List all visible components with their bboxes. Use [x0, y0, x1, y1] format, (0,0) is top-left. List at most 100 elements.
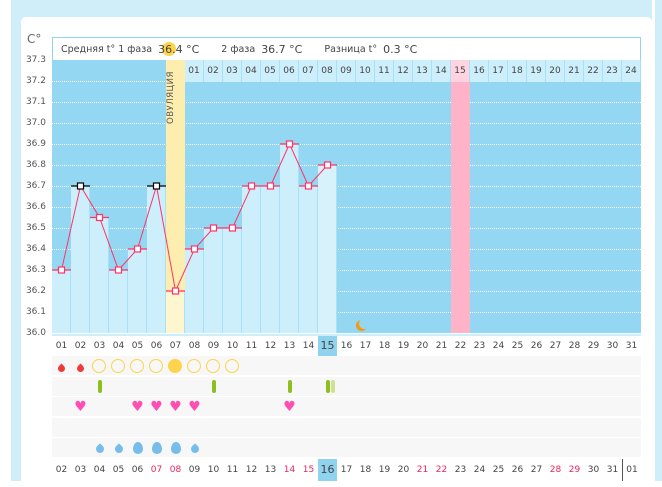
calendar-date[interactable]: 21 [416, 465, 429, 475]
temperature-point[interactable] [228, 224, 237, 232]
cycle-day-number[interactable]: 23 [473, 341, 486, 351]
calendar-date[interactable]: 06 [131, 465, 144, 475]
temperature-bar[interactable] [261, 186, 280, 333]
cycle-day-number[interactable]: 15 [318, 336, 337, 356]
temperature-point[interactable] [247, 182, 256, 190]
calendar-date[interactable]: 27 [530, 465, 543, 475]
calendar-date[interactable]: 16 [318, 459, 337, 481]
cycle-day-header[interactable]: 09 [337, 60, 356, 82]
cycle-day-number[interactable]: 11 [245, 341, 258, 351]
calendar-date[interactable]: 18 [359, 465, 372, 475]
calendar-date[interactable]: 04 [93, 465, 106, 475]
heart-icon[interactable]: ♥ [131, 399, 144, 415]
cycle-day-header[interactable]: 19 [527, 60, 546, 82]
cycle-day-number[interactable]: 22 [454, 341, 467, 351]
calendar-date[interactable]: 01 [622, 459, 641, 481]
temperature-point[interactable] [266, 182, 275, 190]
pill-icon[interactable] [326, 380, 330, 393]
temperature-point[interactable] [133, 245, 142, 253]
ovulation-test-icon[interactable] [111, 359, 125, 373]
cycle-day-number[interactable]: 10 [226, 341, 239, 351]
calendar-date[interactable]: 25 [492, 465, 505, 475]
cycle-day-header[interactable]: 16 [470, 60, 489, 82]
heart-icon[interactable]: ♥ [188, 399, 201, 415]
temperature-bar[interactable] [90, 217, 109, 333]
ovulation-test-icon[interactable] [149, 359, 163, 373]
temperature-bar[interactable] [318, 165, 337, 333]
pill-icon[interactable] [98, 380, 102, 393]
calendar-date[interactable]: 17 [340, 465, 353, 475]
heart-icon[interactable]: ♥ [169, 399, 182, 415]
ovulation-test-icon[interactable] [92, 359, 106, 373]
ovulation-test-icon[interactable] [187, 359, 201, 373]
calendar-date[interactable]: 19 [378, 465, 391, 475]
calendar-date[interactable]: 29 [568, 465, 581, 475]
temperature-point[interactable] [285, 140, 294, 148]
calendar-date[interactable]: 07 [150, 465, 163, 475]
calendar-date[interactable]: 11 [226, 465, 239, 475]
cycle-day-number[interactable]: 05 [131, 341, 144, 351]
cycle-day-number[interactable]: 31 [625, 341, 638, 351]
temperature-point[interactable] [76, 182, 85, 190]
cycle-day-number[interactable]: 19 [397, 341, 410, 351]
temperature-point[interactable] [57, 266, 66, 274]
cycle-day-number[interactable]: 08 [188, 341, 201, 351]
cycle-day-header[interactable]: 05 [261, 60, 280, 82]
heart-icon[interactable]: ♥ [150, 399, 163, 415]
calendar-date[interactable]: 14 [283, 465, 296, 475]
ovulation-test-icon[interactable] [206, 359, 220, 373]
temperature-bar[interactable] [166, 291, 185, 333]
cycle-day-number[interactable]: 29 [587, 341, 600, 351]
calendar-date[interactable]: 05 [112, 465, 125, 475]
ovulation-test-positive-icon[interactable] [168, 359, 182, 373]
calendar-date[interactable]: 26 [511, 465, 524, 475]
calendar-date[interactable]: 08 [169, 465, 182, 475]
cycle-day-number[interactable]: 09 [207, 341, 220, 351]
temperature-bar[interactable] [147, 186, 166, 333]
temperature-point[interactable] [304, 182, 313, 190]
temperature-point[interactable] [95, 213, 104, 222]
cycle-day-number[interactable]: 13 [283, 341, 296, 351]
pill-icon[interactable] [212, 380, 216, 393]
cycle-day-number[interactable]: 20 [416, 341, 429, 351]
temperature-point[interactable] [190, 245, 199, 253]
calendar-date[interactable]: 22 [435, 465, 448, 475]
cycle-day-number[interactable]: 06 [150, 341, 163, 351]
blood-drop-icon[interactable] [52, 361, 71, 374]
temperature-bar[interactable] [71, 186, 90, 333]
temperature-bar[interactable] [204, 228, 223, 333]
cycle-day-header[interactable]: 17 [489, 60, 508, 82]
temperature-bar[interactable] [280, 144, 299, 333]
temperature-bar[interactable] [223, 228, 242, 333]
cycle-day-header[interactable]: 20 [546, 60, 565, 82]
cycle-day-number[interactable]: 30 [606, 341, 619, 351]
calendar-date[interactable]: 30 [587, 465, 600, 475]
cycle-day-number[interactable]: 27 [549, 341, 562, 351]
temperature-bar[interactable] [185, 249, 204, 333]
cycle-day-header[interactable]: 03 [223, 60, 242, 82]
calendar-date[interactable]: 24 [473, 465, 486, 475]
cycle-day-header[interactable]: 11 [375, 60, 394, 82]
temperature-point[interactable] [152, 182, 161, 190]
calendar-date[interactable]: 10 [207, 465, 220, 475]
drop-large-icon[interactable] [152, 442, 162, 454]
temperature-bar[interactable] [52, 270, 71, 333]
cycle-day-number[interactable]: 21 [435, 341, 448, 351]
blood-drop-icon[interactable] [71, 361, 90, 374]
cycle-day-number[interactable]: 28 [568, 341, 581, 351]
cycle-day-header[interactable]: 15 [451, 60, 470, 82]
cycle-day-number[interactable]: 14 [302, 341, 315, 351]
cycle-day-header[interactable]: 24 [622, 60, 641, 82]
cycle-day-header[interactable]: 14 [432, 60, 451, 82]
cycle-day-header[interactable]: 21 [565, 60, 584, 82]
cycle-day-header[interactable]: 23 [603, 60, 622, 82]
calendar-date[interactable]: 03 [74, 465, 87, 475]
temperature-bar[interactable] [299, 186, 318, 333]
cycle-day-number[interactable]: 25 [511, 341, 524, 351]
temperature-point[interactable] [209, 224, 218, 232]
cycle-day-number[interactable]: 01 [55, 341, 68, 351]
pill-icon[interactable] [288, 380, 292, 393]
cycle-day-header[interactable]: 07 [299, 60, 318, 82]
calendar-date[interactable]: 09 [188, 465, 201, 475]
cycle-day-header[interactable]: 12 [394, 60, 413, 82]
